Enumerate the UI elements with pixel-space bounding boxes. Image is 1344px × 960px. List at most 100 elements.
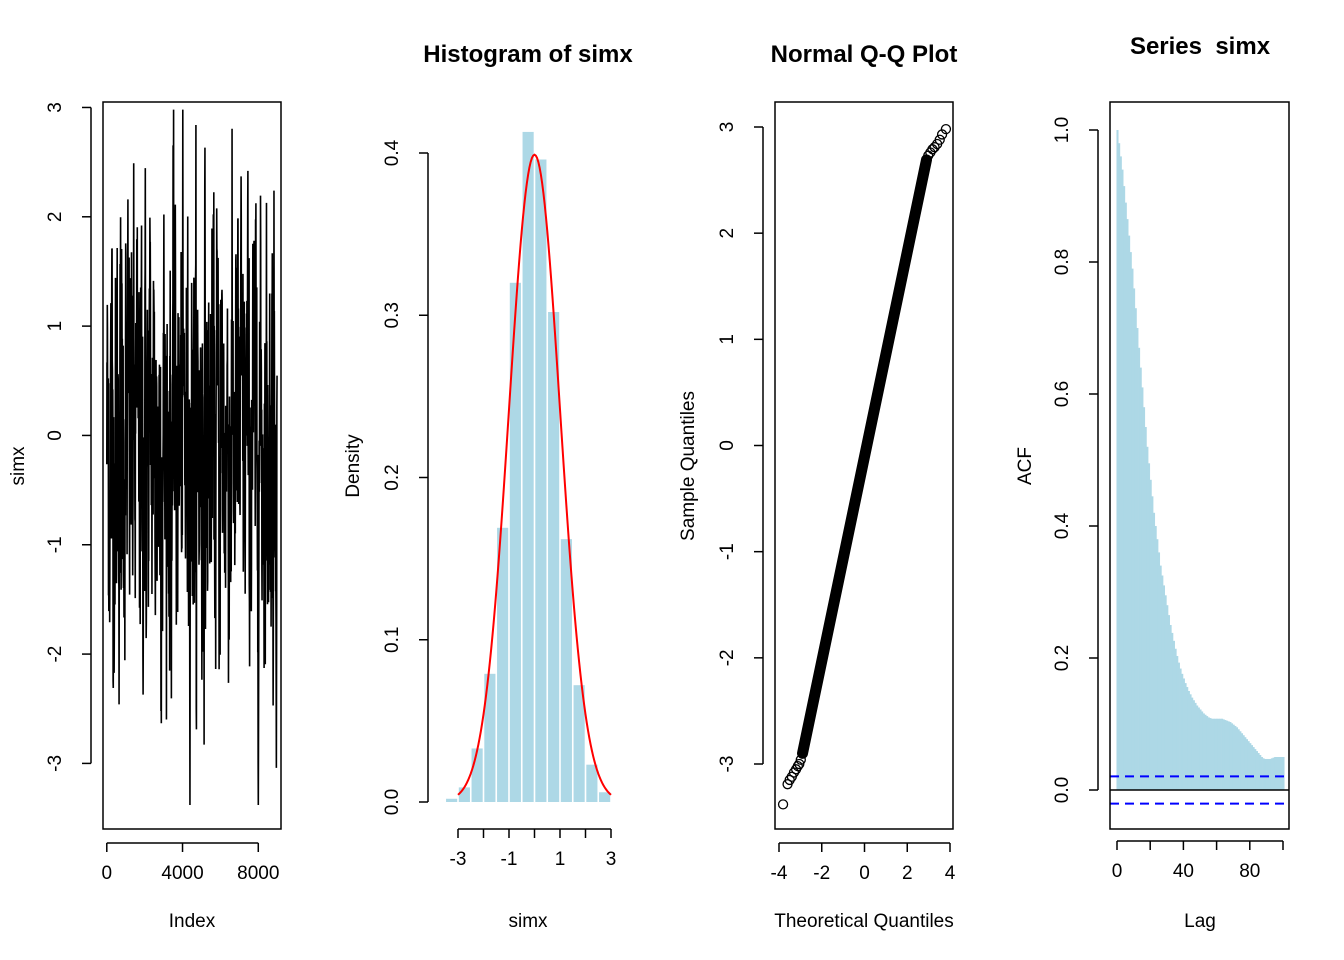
x-tick-label: -2 xyxy=(813,863,830,884)
y-tick-label: 3 xyxy=(45,102,66,113)
acf-bar xyxy=(1221,718,1224,790)
acf-bar xyxy=(1131,268,1134,791)
density-curve xyxy=(457,153,612,796)
acf-bar xyxy=(1154,526,1157,790)
acf-bar xyxy=(1240,733,1244,790)
acf-bar xyxy=(1162,585,1166,790)
y-tick-label: 0.2 xyxy=(1052,645,1073,671)
acf-bar xyxy=(1166,605,1169,790)
y-tick-label: 0.1 xyxy=(382,627,403,653)
qq-point xyxy=(794,758,805,770)
y-tick-label: 1 xyxy=(45,321,66,332)
acf-bar xyxy=(1227,721,1230,790)
acf-bars xyxy=(1116,130,1285,791)
acf-bar xyxy=(1128,235,1131,791)
acf-bar xyxy=(1177,662,1180,790)
y-tick-label: 0.6 xyxy=(1052,381,1073,407)
density-line xyxy=(457,153,612,796)
acf-bar xyxy=(1216,718,1219,790)
acf-bar xyxy=(1202,713,1205,790)
acf-bar xyxy=(1257,753,1260,790)
y-axis-label: ACF xyxy=(1015,447,1036,485)
histogram-bar xyxy=(471,748,483,802)
acf-bar xyxy=(1189,694,1192,790)
qq-point xyxy=(929,142,940,153)
acf-bar xyxy=(1204,714,1207,790)
y-tick-label: 0 xyxy=(45,430,66,441)
y-axis-label: Density xyxy=(343,434,364,498)
acf-bar xyxy=(1239,731,1242,790)
panel-time-series: 0 4000 8000 -3 -2 -1 0 1 2 3 Index simx xyxy=(8,101,282,932)
acf-bar xyxy=(1124,202,1127,791)
plot-frame xyxy=(1109,101,1290,830)
qq-point xyxy=(934,134,945,145)
acf-bar xyxy=(1199,709,1202,790)
acf-bar xyxy=(1197,707,1200,790)
x-axis-label: Theoretical Quantiles xyxy=(774,911,954,932)
x-axis: -4 -2 0 2 4 xyxy=(771,842,956,884)
acf-bar xyxy=(1274,757,1277,790)
acf-bar xyxy=(1157,552,1161,790)
acf-bar xyxy=(1265,758,1268,790)
y-tick-label: 1 xyxy=(717,334,738,345)
acf-bar xyxy=(1229,722,1232,790)
y-tick-label: 0.4 xyxy=(382,139,403,166)
acf-bar xyxy=(1151,496,1154,790)
acf-bar xyxy=(1231,723,1234,790)
histogram-bar xyxy=(586,764,598,802)
qq-dense-points xyxy=(797,154,932,759)
acf-bar xyxy=(1270,758,1273,790)
acf-bar xyxy=(1254,749,1257,790)
panel-qq-plot: -4 -2 0 2 4 -3 -2 -1 0 1 2 3 Normal Q-Q Plot Theor… xyxy=(678,41,957,932)
acf-bar xyxy=(1139,367,1142,790)
acf-bar xyxy=(1129,252,1132,791)
acf-bar xyxy=(1280,757,1283,790)
y-axis-label: Sample Quantiles xyxy=(678,391,699,541)
acf-bar xyxy=(1207,717,1210,790)
acf-reference-lines xyxy=(1110,775,1289,805)
histogram-bar xyxy=(458,787,470,802)
chart-title: Series simx xyxy=(1130,33,1271,60)
y-tick-label: 0.0 xyxy=(382,789,403,815)
x-tick-label: 3 xyxy=(606,849,617,870)
x-tick-label: -3 xyxy=(450,849,467,870)
histogram-bar xyxy=(599,792,611,802)
acf-bar xyxy=(1260,757,1263,790)
x-axis-label: Index xyxy=(169,911,216,932)
acf-bar xyxy=(1182,678,1185,790)
y-tick-label: -3 xyxy=(717,756,738,773)
acf-bar xyxy=(1222,719,1225,790)
acf-bar xyxy=(1174,648,1177,790)
chart-title: Histogram of simx xyxy=(423,41,633,68)
acf-bar xyxy=(1172,640,1175,790)
acf-bar xyxy=(1252,747,1255,790)
y-axis-label: simx xyxy=(8,446,29,486)
y-tick-label: 0.4 xyxy=(1052,512,1073,539)
qq-points xyxy=(777,123,952,810)
acf-bar xyxy=(1212,718,1215,790)
acf-bar xyxy=(1148,463,1151,790)
acf-bar xyxy=(1267,758,1270,790)
acf-bar xyxy=(1176,656,1179,790)
acf-bar xyxy=(1187,691,1190,790)
acf-bar xyxy=(1235,727,1239,790)
y-tick-label: 0 xyxy=(717,440,738,451)
y-axis: -3 -2 -1 0 1 2 3 xyxy=(717,122,764,773)
acf-bar xyxy=(1184,683,1187,790)
time-series-marks xyxy=(105,109,278,805)
series-line xyxy=(105,109,278,805)
x-axis: -3 -1 1 3 xyxy=(450,828,617,870)
acf-bar xyxy=(1134,308,1137,790)
acf-bar xyxy=(1179,668,1182,790)
histogram-bar xyxy=(509,282,521,802)
acf-bar xyxy=(1149,479,1152,790)
acf-bar xyxy=(1250,745,1253,790)
x-tick-label: -1 xyxy=(501,849,518,870)
acf-bar xyxy=(1192,700,1195,790)
acf-bar xyxy=(1181,673,1184,790)
y-tick-label: -2 xyxy=(45,646,66,663)
acf-bar xyxy=(1282,757,1285,790)
acf-bar xyxy=(1138,347,1141,790)
qq-point xyxy=(784,774,795,786)
